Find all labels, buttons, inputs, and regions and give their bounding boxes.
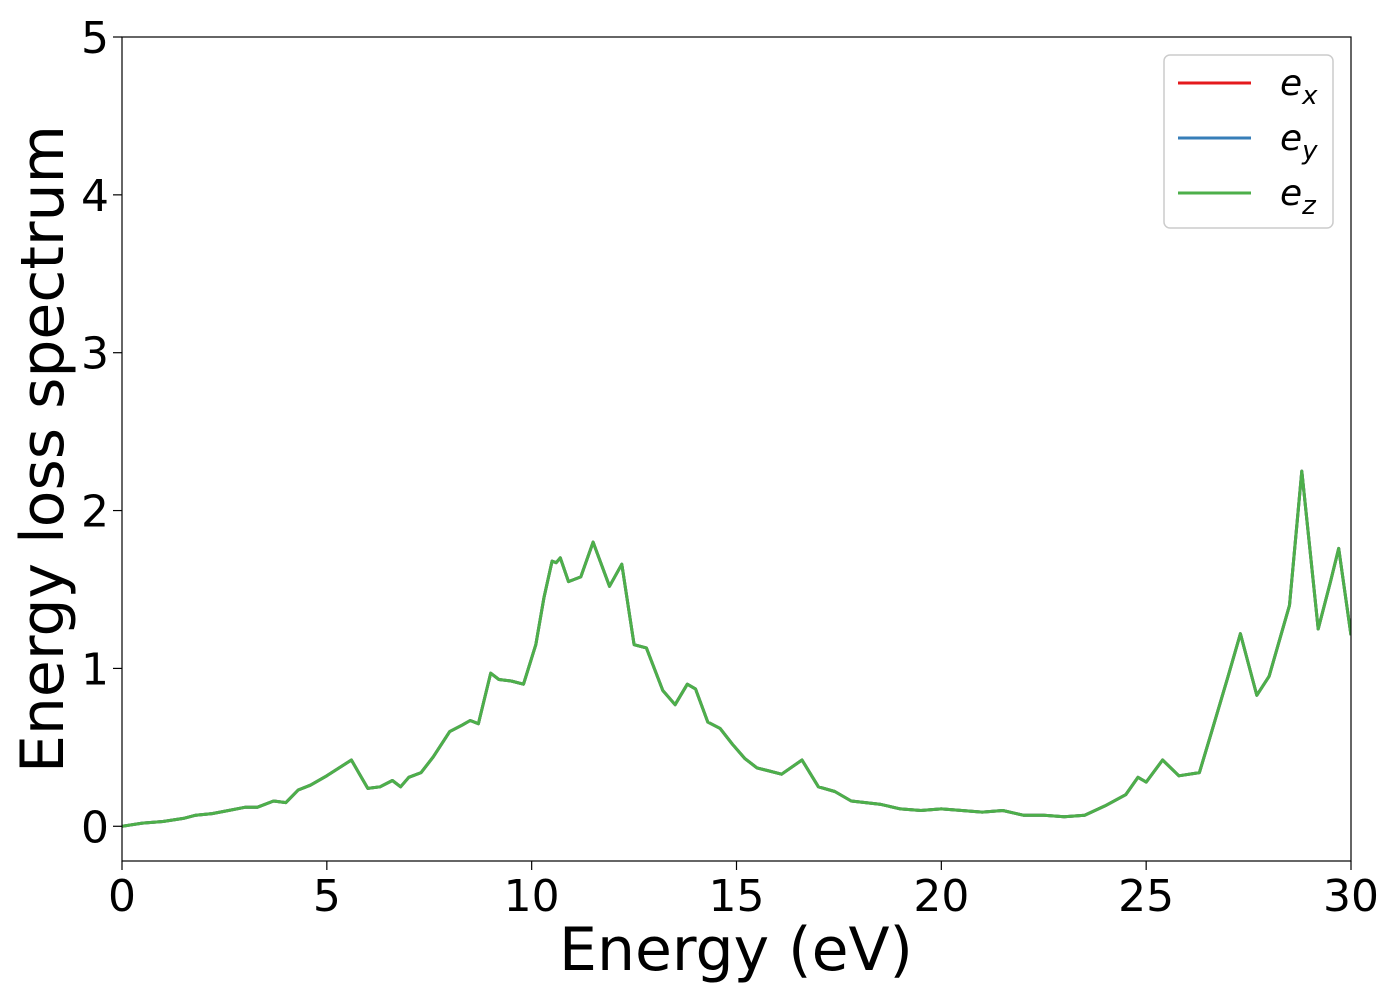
y-tick-label: 1 — [81, 644, 109, 695]
x-axis-ticks: 0 5 10 15 20 25 30 — [108, 861, 1379, 922]
x-axis-label: Energy (eV) — [559, 915, 913, 985]
legend-box — [1163, 54, 1334, 229]
legend-label-z: ez — [1280, 173, 1317, 221]
series-line-x — [122, 469, 1351, 828]
y-axis-label: Energy loss spectrum — [8, 125, 78, 773]
y-tick-label: 3 — [81, 329, 109, 380]
x-tick-label: 10 — [504, 871, 560, 922]
x-tick-label: 25 — [1118, 871, 1174, 922]
x-tick-label: 20 — [913, 871, 969, 922]
y-tick-label: 4 — [81, 171, 109, 222]
y-tick-label: 5 — [81, 13, 109, 64]
x-tick-label: 5 — [313, 871, 341, 922]
legend: ex ey ez — [1163, 54, 1334, 229]
series-line-y — [122, 469, 1351, 828]
plot-frame — [121, 36, 1352, 862]
y-tick-label: 2 — [81, 487, 109, 538]
y-tick-label: 0 — [81, 802, 109, 853]
series-line-z — [122, 469, 1351, 828]
x-tick-label: 30 — [1323, 871, 1379, 922]
x-tick-label: 0 — [108, 871, 136, 922]
y-axis-ticks: 0 1 2 3 4 5 — [81, 13, 122, 853]
legend-label-y: ey — [1280, 118, 1318, 166]
series-layer — [122, 469, 1351, 828]
legend-label-x: ex — [1280, 63, 1318, 111]
x-tick-label: 15 — [709, 871, 765, 922]
plot-area — [121, 36, 1352, 862]
